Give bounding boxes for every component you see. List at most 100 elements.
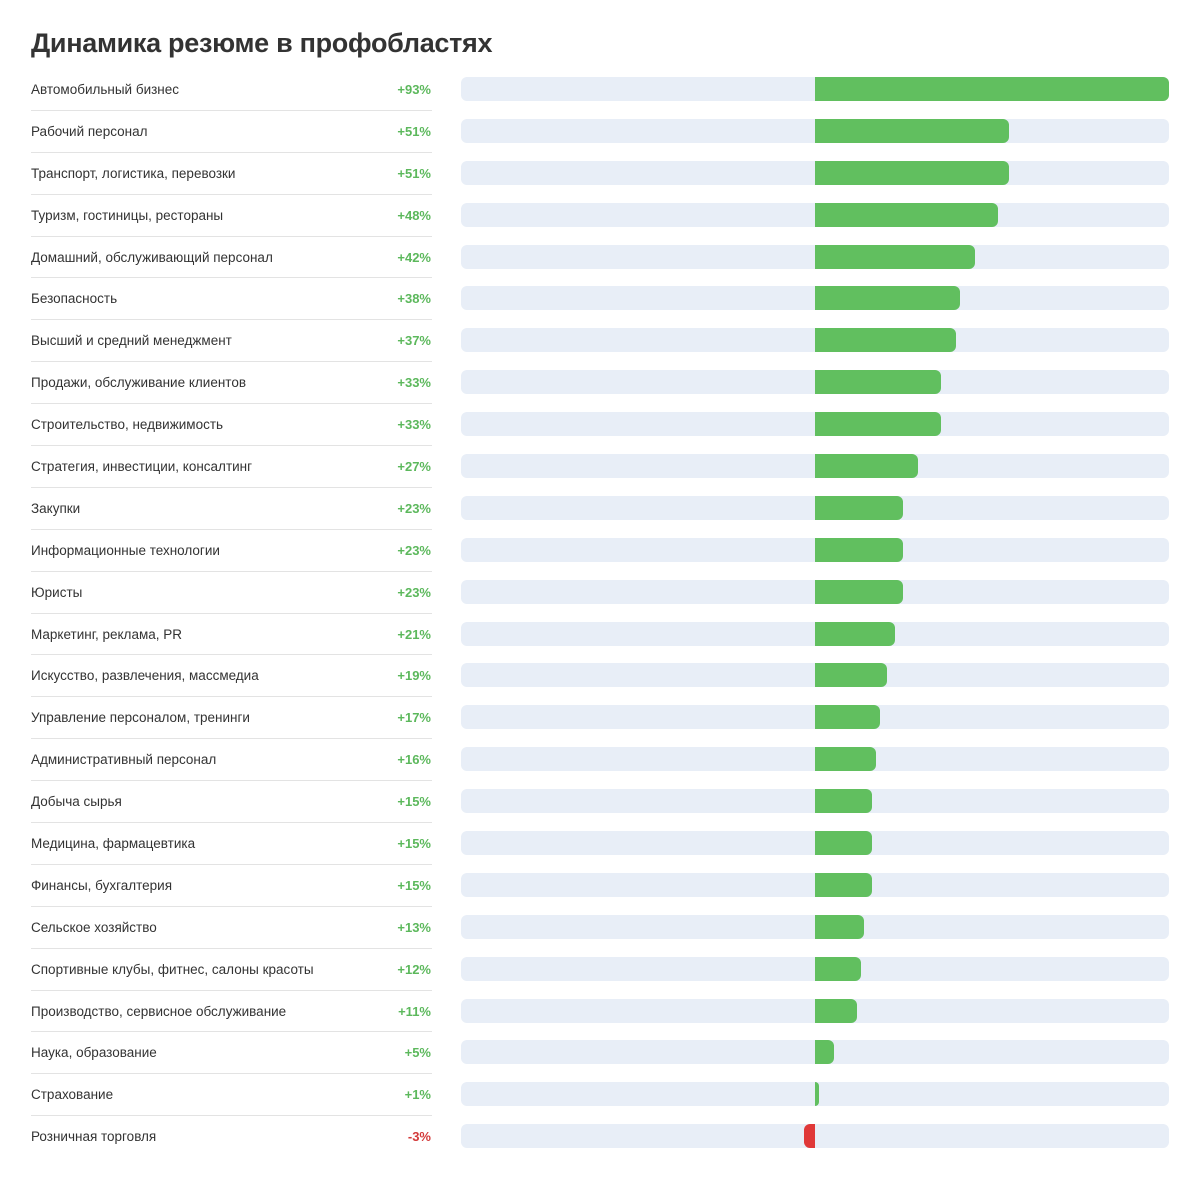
category-label: Финансы, бухгалтерия xyxy=(31,877,173,893)
chart-row: Медицина, фармацевтика +15% xyxy=(0,823,1200,865)
bar xyxy=(815,872,873,897)
row-divider xyxy=(31,151,432,153)
chart-row: Страхование +1% xyxy=(0,1074,1200,1117)
bar xyxy=(815,956,861,981)
value-label: +33% xyxy=(397,417,431,433)
value-label: +37% xyxy=(397,333,431,349)
chart-row: Закупки +23% xyxy=(0,488,1200,530)
category-label: Спортивные клубы, фитнес, салоны красоты xyxy=(31,961,314,977)
category-label: Производство, сервисное обслуживание xyxy=(31,1003,287,1019)
row-divider xyxy=(31,696,432,698)
value-label: +5% xyxy=(404,1045,431,1061)
chart-row: Информационные технологии +23% xyxy=(0,530,1200,572)
category-label: Информационные технологии xyxy=(31,542,220,558)
row-divider xyxy=(31,1115,432,1117)
bar xyxy=(815,495,903,520)
category-label: Сельское хозяйство xyxy=(31,919,157,935)
bar xyxy=(815,621,895,646)
chart-row: Наука, образование +5% xyxy=(0,1032,1200,1075)
bar xyxy=(815,537,903,562)
value-label: +48% xyxy=(397,207,431,223)
category-label: Высший и средний менеджмент xyxy=(31,333,232,349)
value-label: +27% xyxy=(397,459,431,475)
chart-row: Транспорт, логистика, перевозки +51% xyxy=(0,153,1200,195)
bar xyxy=(815,118,1010,143)
chart-row: Управление персоналом, тренинги +17% xyxy=(0,697,1200,740)
row-divider xyxy=(31,1031,432,1033)
value-label: +15% xyxy=(397,836,431,852)
value-label: +21% xyxy=(397,626,431,642)
value-label: +23% xyxy=(397,542,431,558)
chart-row: Финансы, бухгалтерия +15% xyxy=(0,865,1200,907)
bar xyxy=(815,579,903,604)
category-label: Автомобильный бизнес xyxy=(31,82,180,97)
row-divider xyxy=(31,193,432,195)
chart-row: Безопасность +38% xyxy=(0,278,1200,321)
category-label: Маркетинг, реклама, PR xyxy=(31,626,182,642)
bar xyxy=(815,286,960,311)
value-label: +93% xyxy=(397,82,431,97)
row-divider xyxy=(31,277,432,279)
bar xyxy=(815,705,880,730)
category-label: Юристы xyxy=(31,584,83,600)
bar-track xyxy=(461,1124,1169,1149)
value-label: +51% xyxy=(397,165,431,181)
bar xyxy=(815,370,941,395)
bar xyxy=(815,998,857,1023)
bar xyxy=(815,202,998,227)
category-label: Туризм, гостиницы, рестораны xyxy=(31,207,224,223)
chart-row: Строительство, недвижимость +33% xyxy=(0,404,1200,447)
bar-chart: Автомобильный бизнес +93% Рабочий персонал… xyxy=(0,69,1200,1158)
row-divider xyxy=(31,486,432,488)
category-label: Розничная торговля xyxy=(31,1129,157,1145)
row-divider xyxy=(31,319,432,321)
row-divider xyxy=(31,109,432,111)
category-label: Наука, образование xyxy=(31,1045,157,1061)
bar xyxy=(815,77,1169,101)
value-label: +16% xyxy=(397,752,431,768)
value-label: +15% xyxy=(397,877,431,893)
bar xyxy=(815,1082,819,1107)
chart-row: Домашний, обслуживающий персонал +42% xyxy=(0,237,1200,279)
row-divider xyxy=(31,905,432,907)
chart-row: Рабочий персонал +51% xyxy=(0,111,1200,153)
category-label: Искусство, развлечения, массмедиа xyxy=(31,668,259,684)
bar xyxy=(815,747,876,772)
bar xyxy=(815,160,1010,185)
category-label: Транспорт, логистика, перевозки xyxy=(31,165,236,181)
row-divider xyxy=(31,570,432,572)
category-label: Медицина, фармацевтика xyxy=(31,836,196,852)
value-label: +23% xyxy=(397,584,431,600)
category-label: Управление персоналом, тренинги xyxy=(31,710,250,726)
category-label: Строительство, недвижимость xyxy=(31,417,224,433)
row-divider xyxy=(31,863,432,865)
row-divider xyxy=(31,738,432,740)
chart-row: Продажи, обслуживание клиентов +33% xyxy=(0,362,1200,405)
chart-title: Динамика резюме в профобластях xyxy=(31,28,493,58)
row-divider xyxy=(31,528,432,530)
chart-row: Юристы +23% xyxy=(0,572,1200,614)
value-label: +38% xyxy=(397,291,431,307)
row-divider xyxy=(31,235,432,237)
bar xyxy=(815,914,865,939)
bar xyxy=(815,789,873,814)
category-label: Домашний, обслуживающий персонал xyxy=(31,249,273,265)
chart-row: Спортивные клубы, фитнес, салоны красоты… xyxy=(0,949,1200,991)
value-label: +51% xyxy=(397,123,431,139)
row-divider xyxy=(31,1073,432,1075)
category-label: Безопасность xyxy=(31,291,118,307)
value-label: +42% xyxy=(397,249,431,265)
value-label: +12% xyxy=(397,961,431,977)
chart-row: Высший и средний менеджмент +37% xyxy=(0,320,1200,363)
row-divider xyxy=(31,361,432,363)
row-divider xyxy=(31,989,432,991)
chart-row: Автомобильный бизнес +93% xyxy=(0,69,1200,111)
value-label: +15% xyxy=(397,794,431,810)
category-label: Административный персонал xyxy=(31,752,217,768)
category-label: Продажи, обслуживание клиентов xyxy=(31,375,247,391)
chart-row: Стратегия, инвестиции, консалтинг +27% xyxy=(0,446,1200,488)
value-label: +33% xyxy=(397,375,431,391)
value-label: +11% xyxy=(398,1003,431,1019)
bar xyxy=(815,412,941,437)
chart-row: Искусство, развлечения, массмедиа +19% xyxy=(0,655,1200,698)
